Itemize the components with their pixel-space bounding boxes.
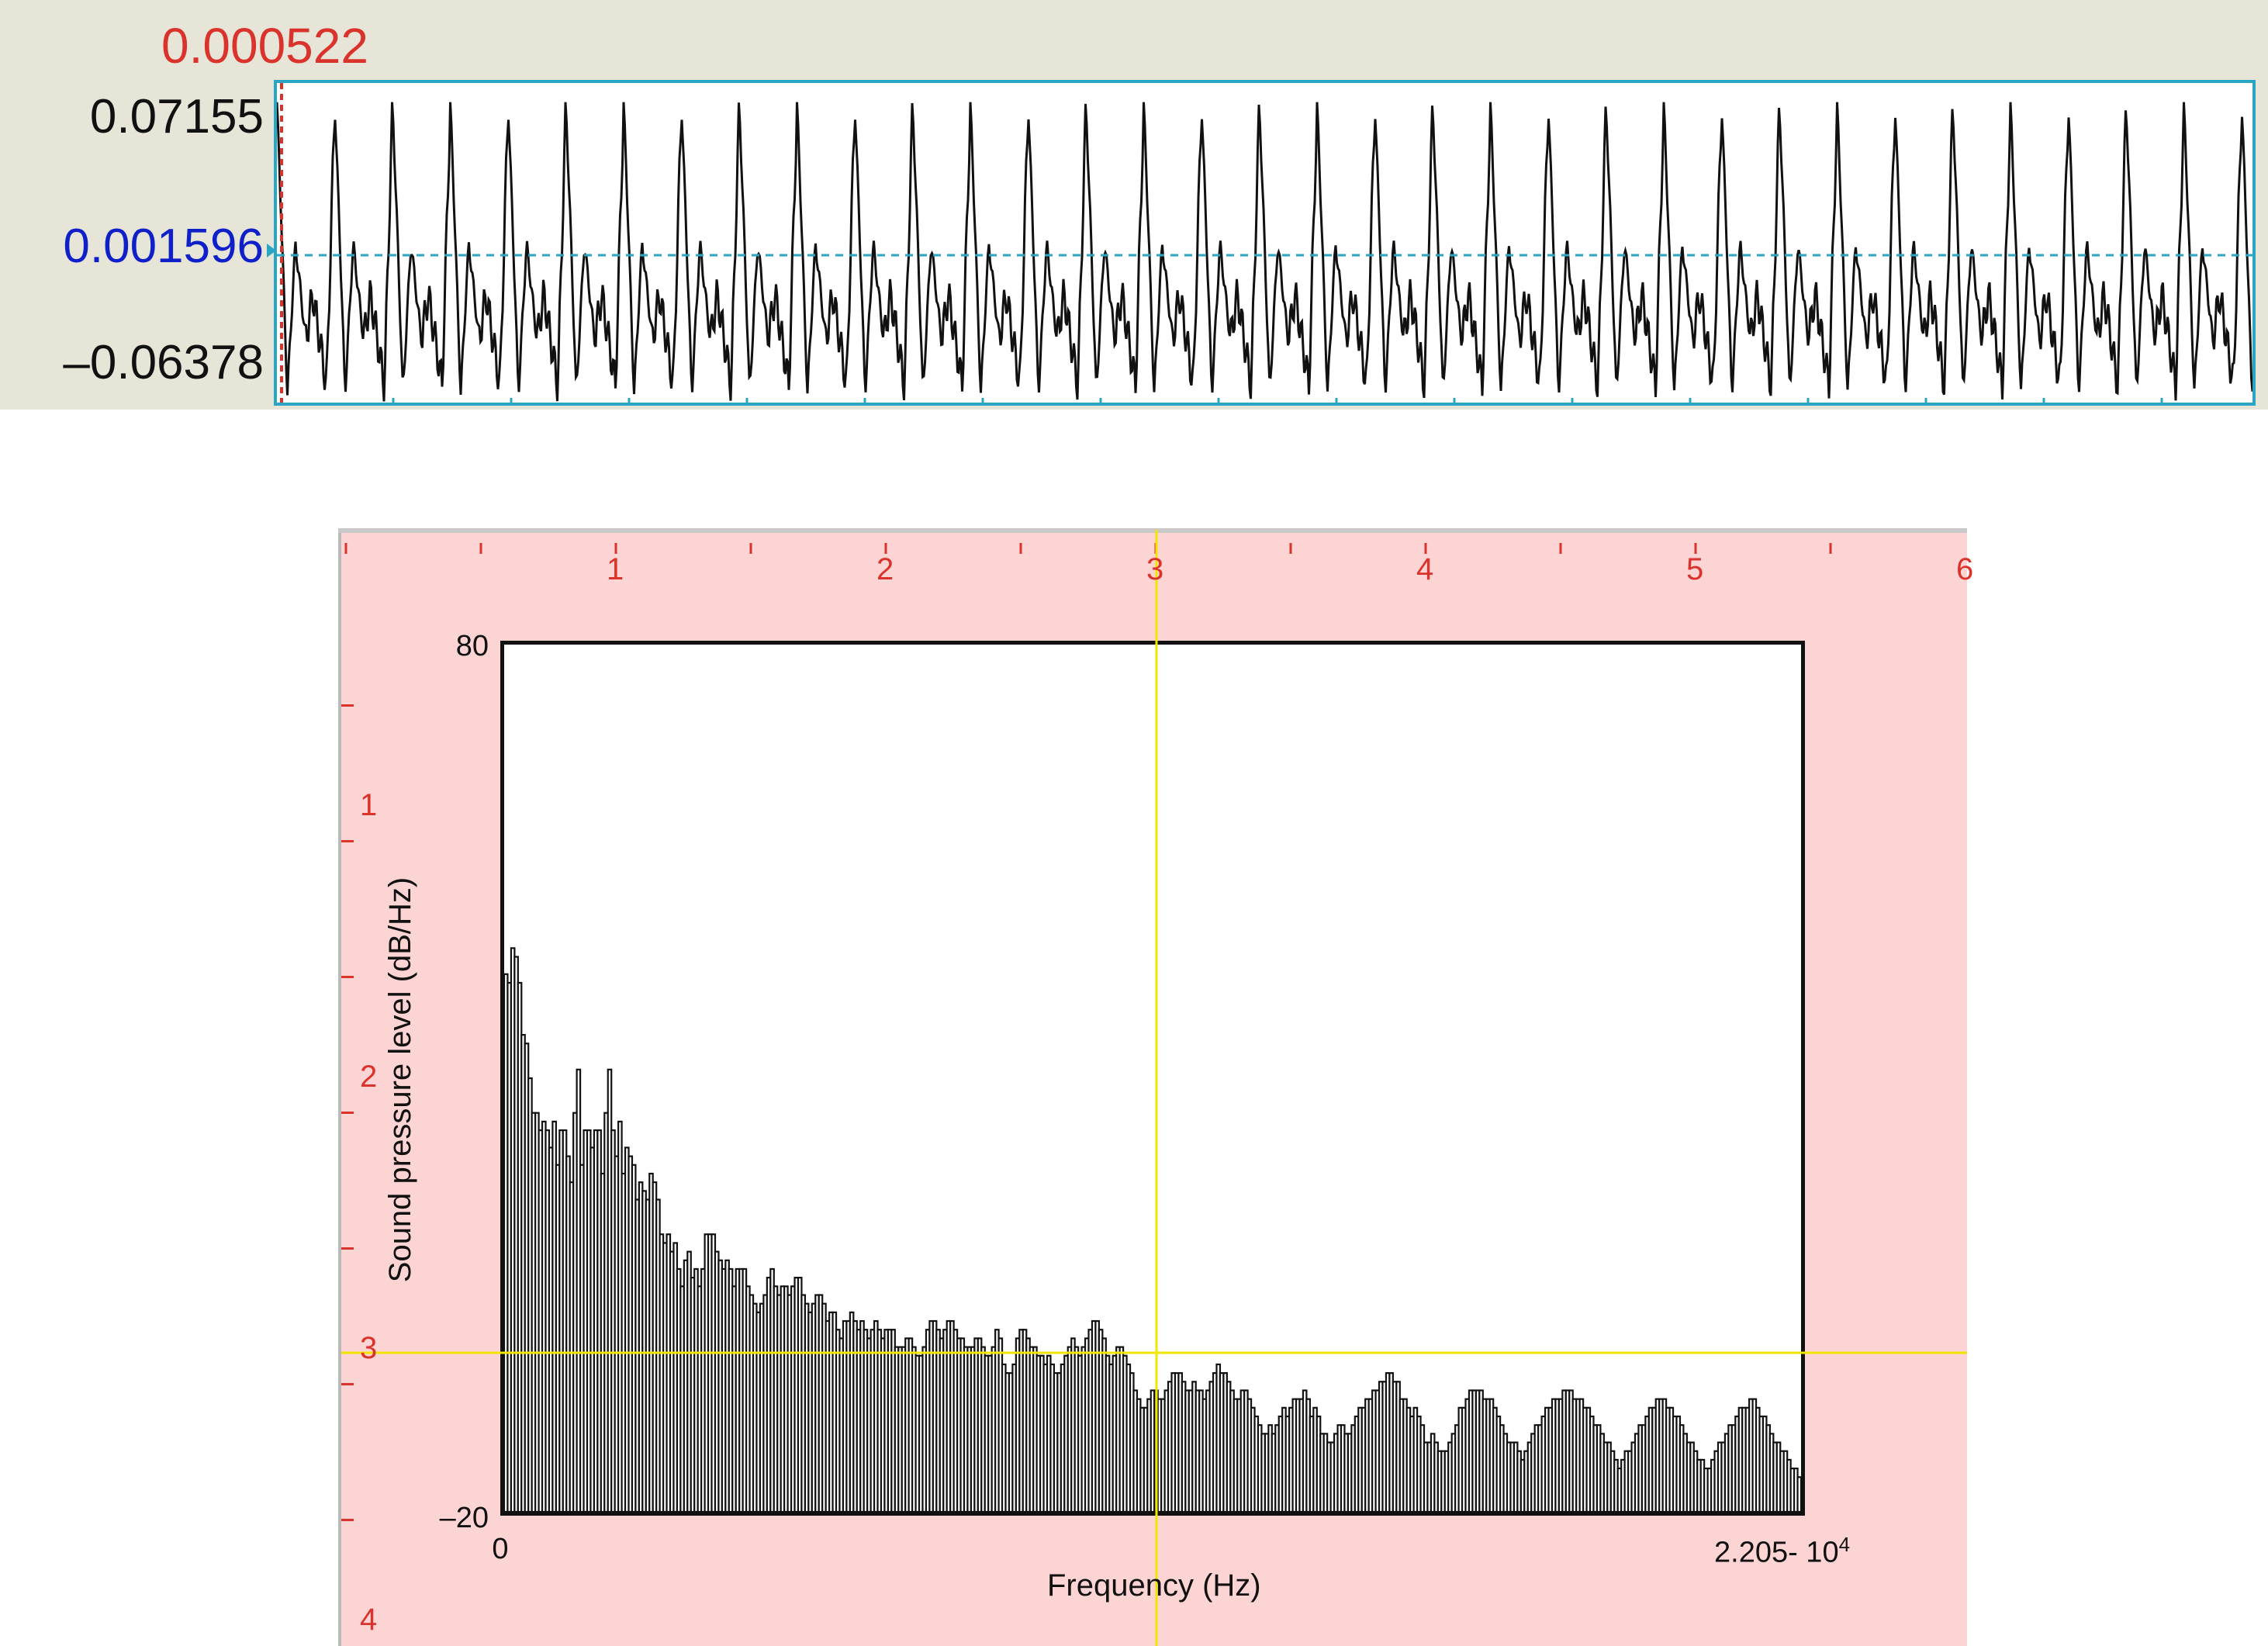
waveform-cursor-value-label: 0.001596	[63, 220, 264, 273]
x-max-label: 2.205- 104	[1714, 1533, 1850, 1570]
x-max-exponent: 4	[1838, 1533, 1851, 1556]
ruler-left-label: 1	[360, 788, 378, 822]
ruler-left-label: 3	[360, 1331, 378, 1365]
ruler-top-label: 4	[1416, 552, 1434, 586]
waveform-trace	[277, 83, 2252, 403]
x-axis-label: Frequency (Hz)	[1047, 1568, 1261, 1603]
y-min-label: –20	[439, 1502, 489, 1534]
ruler-left-label: 2	[360, 1060, 378, 1094]
y-max-label: 80	[455, 630, 489, 662]
spectrum-left-border	[338, 530, 341, 1646]
waveform-line	[277, 102, 2252, 402]
x-max-mantissa: 2.205- 10	[1714, 1536, 1839, 1569]
x-min-label: 0	[492, 1533, 509, 1565]
ruler-top-label: 2	[876, 552, 894, 586]
spectrum-top-border	[338, 528, 1967, 533]
waveform-max-label: 0.07155	[89, 90, 264, 144]
waveform-min-label: –0.06378	[63, 336, 264, 389]
spectrum-bars	[503, 947, 1803, 1516]
cursor-time-label: 0.000522	[161, 18, 368, 74]
y-axis-label: Sound pressure level (dB/Hz)	[383, 877, 417, 1283]
spectrum-bar	[1796, 1476, 1803, 1513]
ruler-top-label: 3	[1146, 552, 1164, 586]
ruler-top-label: 1	[607, 552, 624, 586]
waveform-view[interactable]	[274, 80, 2256, 406]
ruler-left-label: 4	[360, 1603, 378, 1637]
ruler-top-label: 5	[1686, 552, 1704, 586]
ruler-top-label: 6	[1956, 552, 1974, 586]
